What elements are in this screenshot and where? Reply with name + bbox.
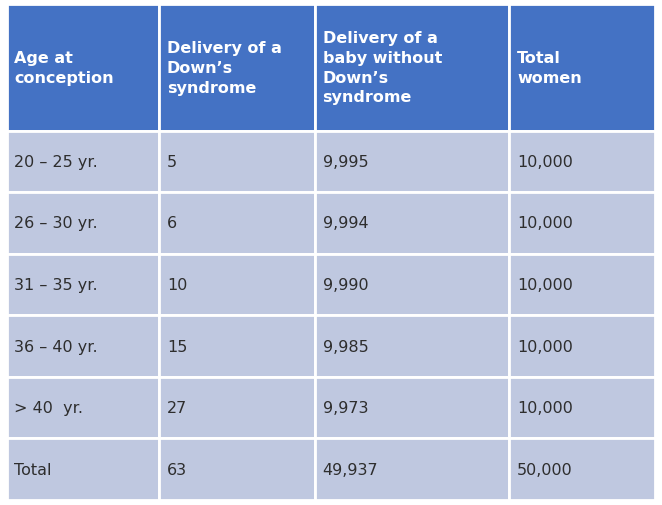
FancyBboxPatch shape: [509, 5, 655, 131]
Text: > 40  yr.: > 40 yr.: [15, 400, 83, 415]
FancyBboxPatch shape: [7, 5, 159, 131]
Text: 9,995: 9,995: [322, 155, 368, 170]
Text: 10,000: 10,000: [517, 277, 573, 292]
Text: 9,990: 9,990: [322, 277, 368, 292]
FancyBboxPatch shape: [509, 316, 655, 377]
FancyBboxPatch shape: [509, 131, 655, 193]
FancyBboxPatch shape: [159, 254, 315, 316]
Text: 26 – 30 yr.: 26 – 30 yr.: [15, 216, 98, 231]
Text: 5: 5: [167, 155, 177, 170]
Text: 20 – 25 yr.: 20 – 25 yr.: [15, 155, 98, 170]
FancyBboxPatch shape: [7, 254, 159, 316]
FancyBboxPatch shape: [315, 5, 509, 131]
Text: Age at
conception: Age at conception: [15, 51, 114, 85]
Text: 27: 27: [167, 400, 187, 415]
Text: 50,000: 50,000: [517, 462, 573, 477]
FancyBboxPatch shape: [7, 316, 159, 377]
FancyBboxPatch shape: [509, 377, 655, 438]
Text: 15: 15: [167, 339, 187, 354]
FancyBboxPatch shape: [159, 377, 315, 438]
Text: 10,000: 10,000: [517, 216, 573, 231]
FancyBboxPatch shape: [509, 254, 655, 316]
FancyBboxPatch shape: [7, 193, 159, 254]
Text: 9,985: 9,985: [322, 339, 368, 354]
Text: 31 – 35 yr.: 31 – 35 yr.: [15, 277, 98, 292]
FancyBboxPatch shape: [315, 193, 509, 254]
FancyBboxPatch shape: [315, 438, 509, 500]
Text: 10,000: 10,000: [517, 339, 573, 354]
FancyBboxPatch shape: [159, 438, 315, 500]
FancyBboxPatch shape: [159, 193, 315, 254]
FancyBboxPatch shape: [509, 438, 655, 500]
FancyBboxPatch shape: [315, 131, 509, 193]
Text: 10: 10: [167, 277, 187, 292]
Text: Delivery of a
baby without
Down’s
syndrome: Delivery of a baby without Down’s syndro…: [322, 31, 442, 105]
Text: 6: 6: [167, 216, 177, 231]
FancyBboxPatch shape: [159, 131, 315, 193]
FancyBboxPatch shape: [7, 438, 159, 500]
Text: Total: Total: [15, 462, 52, 477]
FancyBboxPatch shape: [159, 316, 315, 377]
Text: 36 – 40 yr.: 36 – 40 yr.: [15, 339, 98, 354]
FancyBboxPatch shape: [315, 254, 509, 316]
Text: 10,000: 10,000: [517, 155, 573, 170]
Text: Total
women: Total women: [517, 51, 582, 85]
FancyBboxPatch shape: [315, 377, 509, 438]
FancyBboxPatch shape: [509, 193, 655, 254]
FancyBboxPatch shape: [7, 377, 159, 438]
FancyBboxPatch shape: [159, 5, 315, 131]
Text: 9,973: 9,973: [322, 400, 368, 415]
Text: 49,937: 49,937: [322, 462, 378, 477]
FancyBboxPatch shape: [315, 316, 509, 377]
Text: Delivery of a
Down’s
syndrome: Delivery of a Down’s syndrome: [167, 41, 282, 95]
Text: 63: 63: [167, 462, 187, 477]
Text: 10,000: 10,000: [517, 400, 573, 415]
Text: 9,994: 9,994: [322, 216, 368, 231]
FancyBboxPatch shape: [7, 131, 159, 193]
